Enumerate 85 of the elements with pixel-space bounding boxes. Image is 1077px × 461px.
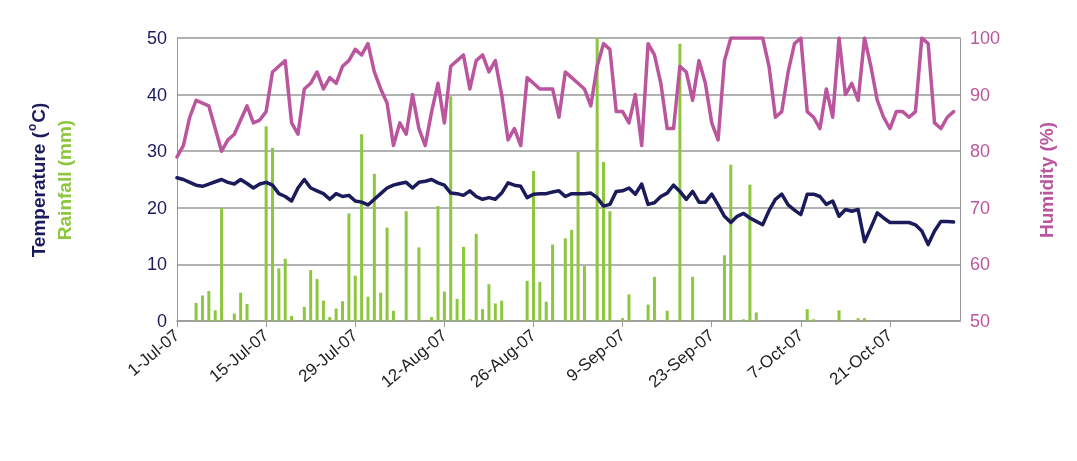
bar xyxy=(379,292,383,321)
bar xyxy=(538,281,542,321)
bar xyxy=(646,304,650,321)
bar xyxy=(602,161,606,321)
bar xyxy=(207,291,211,321)
bar xyxy=(729,164,733,321)
bar xyxy=(436,206,440,321)
line-series xyxy=(175,176,956,247)
bar xyxy=(582,266,586,321)
bar xyxy=(595,38,599,321)
bar xyxy=(525,280,529,321)
bar xyxy=(353,275,357,321)
y-tick-label: 0 xyxy=(156,311,167,331)
bar xyxy=(500,300,504,321)
bar xyxy=(309,270,313,321)
bar xyxy=(200,295,204,321)
y-axis-title: Temperature (oC) xyxy=(25,102,49,258)
bar xyxy=(302,306,306,321)
bar xyxy=(481,309,485,321)
y2-axis-title: Humidity (%) xyxy=(1035,121,1057,239)
bar xyxy=(544,301,548,321)
bar xyxy=(461,246,465,321)
bar xyxy=(290,315,294,321)
bar xyxy=(385,227,389,321)
bar xyxy=(232,313,236,321)
bar xyxy=(805,309,809,321)
bar xyxy=(691,276,695,321)
bar xyxy=(487,284,491,321)
bar xyxy=(366,296,370,321)
bar xyxy=(754,312,758,321)
bar xyxy=(283,258,287,321)
y2-tick-label: 100 xyxy=(970,28,1001,48)
bar xyxy=(627,294,631,321)
bar xyxy=(576,151,580,321)
bar xyxy=(678,43,682,321)
bar xyxy=(442,291,446,321)
bar xyxy=(837,310,841,321)
y-tick-label: 20 xyxy=(146,197,167,218)
bar xyxy=(270,147,274,321)
y2-tick-label: 90 xyxy=(970,84,991,105)
bar xyxy=(245,304,249,321)
bar xyxy=(474,233,478,321)
y2-tick-label: 80 xyxy=(970,141,991,162)
bar xyxy=(856,318,860,321)
bar xyxy=(239,292,243,321)
bar xyxy=(621,318,625,321)
bar xyxy=(417,247,421,321)
bar xyxy=(213,310,217,321)
bar xyxy=(372,173,376,321)
y2-tick-label: 70 xyxy=(970,197,991,218)
bar xyxy=(449,96,453,321)
bar xyxy=(321,300,325,321)
bar xyxy=(563,238,567,321)
bar xyxy=(404,211,408,321)
bar xyxy=(608,211,612,321)
bar xyxy=(570,229,574,321)
bar xyxy=(863,318,867,321)
y2-tick-label: 50 xyxy=(970,311,991,331)
y-tick-label: 50 xyxy=(146,28,167,48)
line-series xyxy=(175,36,956,159)
bar xyxy=(748,184,752,321)
bar xyxy=(220,207,224,321)
bar xyxy=(334,308,338,321)
bar xyxy=(430,317,434,321)
bar xyxy=(455,298,459,321)
bar xyxy=(277,268,281,321)
bar xyxy=(347,213,351,321)
bar xyxy=(360,134,364,321)
text: Rainfall (mm) xyxy=(53,119,75,241)
bar xyxy=(551,244,555,321)
y-tick-label: 40 xyxy=(146,84,167,105)
bar xyxy=(652,276,656,321)
bar xyxy=(722,255,726,321)
bar xyxy=(264,126,268,321)
bar xyxy=(315,279,319,321)
bar xyxy=(341,301,345,321)
y2-tick-label: 60 xyxy=(970,254,991,275)
bar xyxy=(328,317,332,321)
bar xyxy=(493,303,497,321)
bar xyxy=(194,302,198,321)
bar xyxy=(531,171,535,321)
y-tick-label: 10 xyxy=(146,254,167,275)
y-tick-label: 30 xyxy=(146,141,167,162)
bar xyxy=(391,310,395,321)
bar xyxy=(665,310,669,321)
